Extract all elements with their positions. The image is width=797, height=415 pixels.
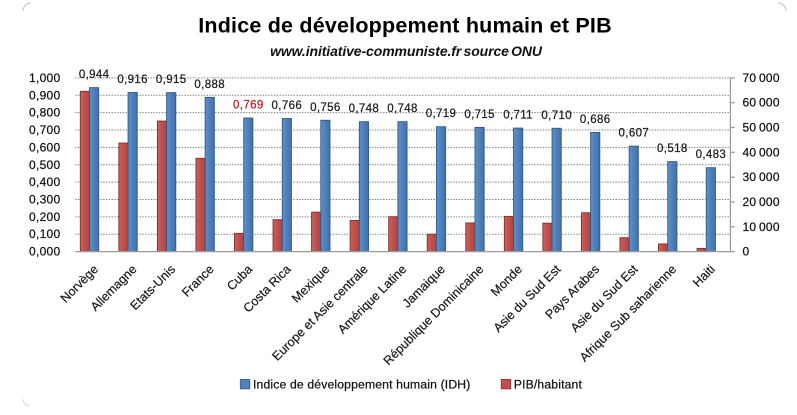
svg-text:50 000: 50 000 <box>743 121 780 135</box>
svg-text:0,300: 0,300 <box>29 193 61 207</box>
svg-text:0: 0 <box>743 245 750 259</box>
svg-text:0,748: 0,748 <box>349 103 380 115</box>
svg-text:0,916: 0,916 <box>117 74 148 86</box>
svg-text:0,600: 0,600 <box>29 140 61 154</box>
svg-text:0,400: 0,400 <box>29 175 61 189</box>
svg-text:20 000: 20 000 <box>743 195 780 209</box>
svg-text:0,710: 0,710 <box>541 110 572 122</box>
svg-text:60 000: 60 000 <box>743 96 780 110</box>
svg-text:0,607: 0,607 <box>619 128 650 140</box>
svg-text:0,200: 0,200 <box>29 210 61 224</box>
svg-text:0,800: 0,800 <box>29 106 61 120</box>
svg-text:0,715: 0,715 <box>464 109 495 121</box>
svg-text:Indice de développement humain: Indice de développement humain (IDH) <box>253 378 470 392</box>
svg-text:0,766: 0,766 <box>272 100 303 112</box>
svg-text:70 000: 70 000 <box>743 71 780 85</box>
svg-text:0,000: 0,000 <box>29 245 61 259</box>
svg-text:0,518: 0,518 <box>657 143 688 155</box>
svg-text:0,888: 0,888 <box>194 79 225 91</box>
svg-text:0,944: 0,944 <box>79 69 110 81</box>
svg-text:0,711: 0,711 <box>503 110 533 122</box>
svg-text:1,000: 1,000 <box>29 71 61 85</box>
svg-text:0,719: 0,719 <box>426 108 457 120</box>
svg-text:Indice de développement humain: Indice de développement humain et PIB <box>198 14 612 38</box>
svg-text:40 000: 40 000 <box>743 145 780 159</box>
svg-text:PIB/habitant: PIB/habitant <box>514 378 583 392</box>
svg-text:30 000: 30 000 <box>743 170 780 184</box>
svg-text:10 000: 10 000 <box>743 220 780 234</box>
svg-text:0,686: 0,686 <box>580 114 611 126</box>
svg-text:0,700: 0,700 <box>29 123 61 137</box>
svg-text:0,900: 0,900 <box>29 88 61 102</box>
svg-text:0,500: 0,500 <box>29 158 61 172</box>
svg-text:0,483: 0,483 <box>696 149 727 161</box>
svg-text:0,915: 0,915 <box>156 74 187 86</box>
svg-text:0,769: 0,769 <box>233 100 264 112</box>
svg-text:0,100: 0,100 <box>29 227 61 241</box>
svg-text:0,748: 0,748 <box>387 103 418 115</box>
svg-text:www.initiative-communiste.fr s: www.initiative-communiste.fr source ONU <box>270 43 543 59</box>
svg-text:0,756: 0,756 <box>310 102 341 114</box>
